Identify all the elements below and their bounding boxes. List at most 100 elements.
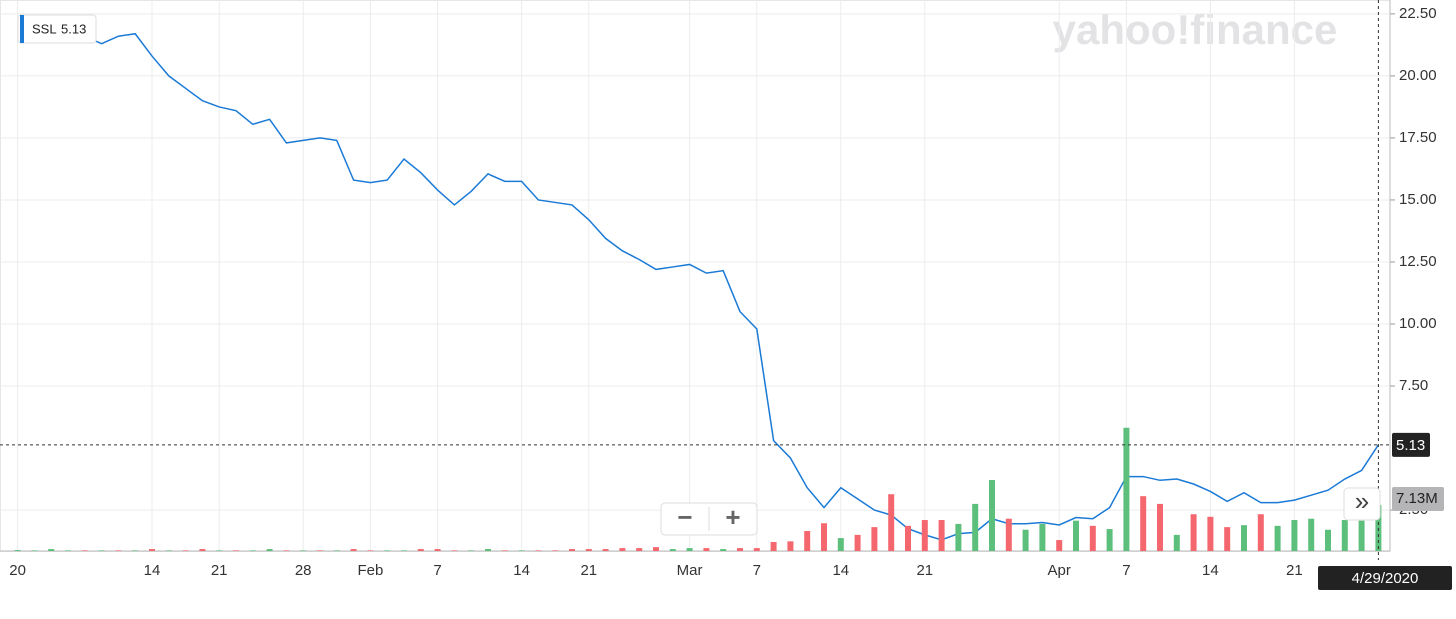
volume-bar <box>871 527 878 551</box>
x-tick-label: 14 <box>832 562 849 579</box>
y-tick-label: 7.50 <box>1399 377 1428 394</box>
x-tick-label: 21 <box>916 562 933 579</box>
volume-bar <box>1325 529 1331 551</box>
x-tick-label: 21 <box>211 562 228 579</box>
x-tick-label: 14 <box>513 562 530 579</box>
volume-bar <box>737 548 743 551</box>
y-tick-label: 12.50 <box>1399 253 1437 270</box>
volume-badge <box>1392 487 1444 511</box>
volume-bar <box>989 480 995 551</box>
volume-bar <box>602 549 609 551</box>
volume-bar <box>249 550 256 551</box>
volume-bar <box>636 548 643 551</box>
x-tick-label: 21 <box>580 562 597 579</box>
legend-name: SSL <box>32 21 57 36</box>
volume-bar <box>451 550 458 551</box>
volume-bar <box>300 550 307 551</box>
volume-bar <box>384 550 391 551</box>
volume-bar <box>1022 529 1029 551</box>
volume-bar <box>1173 534 1180 551</box>
price-line <box>17 32 1380 541</box>
volume-bar <box>233 550 239 551</box>
price-badge-label: 5.13 <box>1396 437 1425 454</box>
price-badge <box>1392 432 1430 457</box>
expand-button[interactable]: » <box>1355 486 1369 516</box>
volume-bar <box>350 549 357 551</box>
zoom-out-button[interactable]: − <box>677 502 692 532</box>
x-tick-label: 28 <box>295 562 312 579</box>
volume-bar <box>317 550 323 551</box>
volume-bar <box>132 550 139 551</box>
volume-bar <box>770 541 777 551</box>
legend-value: 5.13 <box>61 21 86 36</box>
volume-bar <box>367 550 374 551</box>
volume-bar <box>888 494 895 551</box>
x-tick-label: 20 <box>9 562 26 579</box>
volume-bar <box>216 550 223 551</box>
x-tick-label: 7 <box>433 562 441 579</box>
volume-bar <box>854 534 861 551</box>
volume-bar <box>1123 427 1130 551</box>
volume-bar <box>955 523 962 551</box>
volume-bar <box>1291 520 1298 551</box>
volume-bar <box>65 550 71 551</box>
volume-bar <box>149 549 155 551</box>
volume-bar <box>401 550 407 551</box>
zoom-in-button[interactable]: + <box>725 502 740 532</box>
volume-bar <box>1005 518 1012 551</box>
volume-bar <box>585 549 592 551</box>
volume-bar <box>417 549 424 551</box>
volume-bar <box>283 550 290 551</box>
volume-bar <box>1341 520 1348 551</box>
volume-bar <box>518 550 525 551</box>
volume-bar <box>905 525 911 551</box>
volume-bar <box>972 503 979 551</box>
volume-bar <box>266 549 273 551</box>
x-tick-label: 7 <box>1122 562 1130 579</box>
volume-bar <box>485 549 491 551</box>
x-tick-label: Feb <box>357 562 383 579</box>
x-tick-label: 14 <box>144 562 161 579</box>
x-tick-label: 14 <box>1202 562 1219 579</box>
volume-bar <box>686 548 693 551</box>
volume-bar <box>1073 520 1079 551</box>
volume-bar <box>199 549 206 551</box>
volume-bar <box>535 550 542 551</box>
y-tick-label: 22.50 <box>1399 5 1437 22</box>
x-tick-label: Mar <box>677 562 703 579</box>
volume-bar <box>115 550 122 551</box>
volume-bar <box>1274 525 1281 551</box>
date-badge-label: 4/29/2020 <box>1352 570 1419 587</box>
y-tick-label: 10.00 <box>1399 315 1437 332</box>
volume-bar <box>837 538 844 551</box>
volume-bar <box>921 520 928 551</box>
legend-swatch <box>20 15 24 43</box>
y-tick-label: 15.00 <box>1399 191 1437 208</box>
volume-bar <box>434 549 441 551</box>
date-badge <box>1318 566 1452 590</box>
volume-bar <box>619 548 626 551</box>
expand-box[interactable] <box>1343 487 1381 521</box>
volume-bar <box>821 523 827 551</box>
y-tick-label: 20.00 <box>1399 67 1437 84</box>
volume-bar <box>1039 523 1046 551</box>
volume-bar <box>1056 540 1063 551</box>
volume-bar <box>501 550 508 551</box>
volume-bar <box>1257 514 1264 551</box>
volume-bar <box>1190 514 1197 551</box>
volume-bar <box>98 550 105 551</box>
volume-bar <box>182 550 189 551</box>
volume-badge-label: 7.13M <box>1396 490 1438 507</box>
volume-bar <box>1224 527 1231 551</box>
volume-bar <box>1308 518 1315 551</box>
volume-bar <box>165 550 172 551</box>
volume-bar <box>48 549 55 551</box>
volume-bar <box>787 541 794 551</box>
y-tick-label: 17.50 <box>1399 129 1437 146</box>
volume-bar <box>1106 529 1113 551</box>
volume-bar <box>1358 520 1365 551</box>
volume-bar <box>669 549 676 551</box>
volume-bar <box>938 520 945 551</box>
